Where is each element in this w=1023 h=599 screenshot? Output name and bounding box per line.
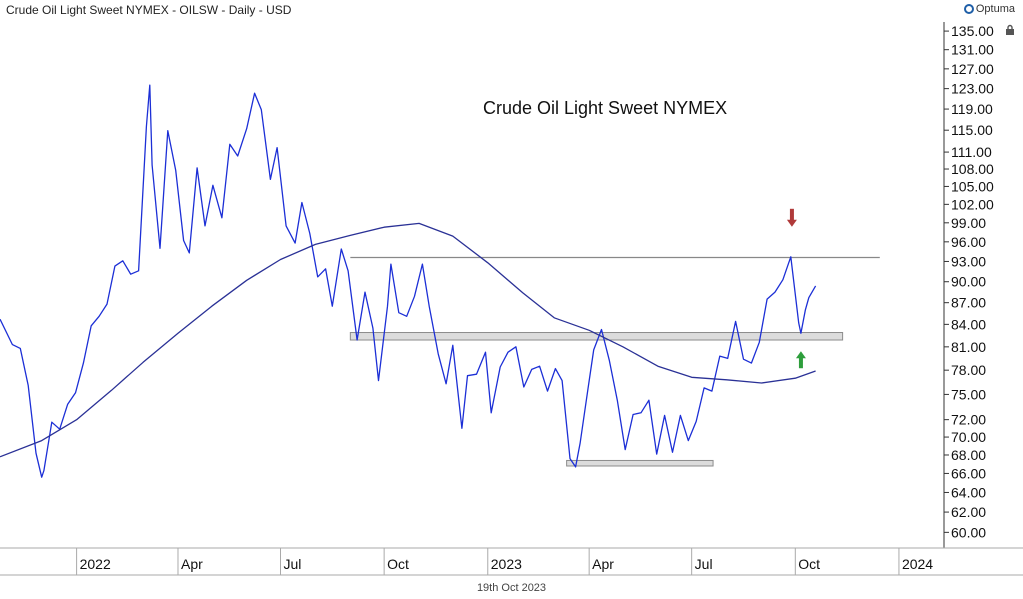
x-tick-label: 2022 <box>80 556 111 572</box>
annotation-layer <box>349 256 880 467</box>
y-tick-label: 70.00 <box>951 429 986 445</box>
up-arrow-shaft <box>798 357 803 369</box>
y-tick-label: 64.00 <box>951 484 986 500</box>
y-tick-label: 99.00 <box>951 215 986 231</box>
x-tick-label: Apr <box>592 556 614 572</box>
x-tick-label: Jul <box>695 556 713 572</box>
arrow-layer <box>786 208 806 369</box>
y-tick-label: 131.00 <box>951 42 994 58</box>
y-tick-label: 87.00 <box>951 295 986 311</box>
chart-frame <box>0 22 1023 576</box>
y-tick-label: 75.00 <box>951 386 986 402</box>
up-arrow-head <box>795 351 806 359</box>
up-arrow-icon <box>795 351 806 369</box>
footer-date: 19th Oct 2023 <box>476 582 547 594</box>
moving-average-line <box>0 222 816 458</box>
y-tick-label: 68.00 <box>951 447 986 463</box>
y-tick-label: 72.00 <box>951 412 986 428</box>
down-arrow-icon <box>786 208 797 227</box>
y-tick-label: 119.00 <box>951 101 993 117</box>
y-tick-label: 78.00 <box>951 362 986 378</box>
chart-header-title: Crude Oil Light Sweet NYMEX - OILSW - Da… <box>6 3 292 17</box>
y-tick-label: 93.00 <box>951 253 986 269</box>
price-series-line <box>0 84 817 478</box>
y-tick-label: 135.00 <box>951 23 994 39</box>
y-tick-label: 127.00 <box>951 61 994 77</box>
optuma-logo-text: Optuma <box>975 3 1015 15</box>
y-tick-label: 108.00 <box>951 161 994 177</box>
x-tick-label: 2023 <box>491 556 522 572</box>
x-axis: 2022 Apr Jul Oct 2023 Apr Jul Oct 2024 <box>76 548 933 575</box>
y-tick-label: 102.00 <box>951 196 994 212</box>
down-arrow-head <box>786 219 797 227</box>
x-tick-label: Apr <box>181 556 203 572</box>
x-tick-label: 2024 <box>902 556 933 572</box>
support-band-upper <box>349 332 844 341</box>
y-tick-label: 111.00 <box>951 144 992 160</box>
down-arrow-shaft <box>789 208 794 221</box>
y-tick-label: 66.00 <box>951 465 986 481</box>
x-tick-label: Jul <box>283 556 301 572</box>
y-tick-label: 62.00 <box>951 504 986 520</box>
lock-icon[interactable] <box>1005 24 1015 36</box>
y-tick-label: 90.00 <box>951 274 986 290</box>
optuma-logo-icon <box>963 4 974 14</box>
optuma-logo: Optuma <box>963 3 1015 15</box>
y-tick-label: 96.00 <box>951 234 986 250</box>
chart-title: Crude Oil Light Sweet NYMEX <box>483 98 728 118</box>
y-tick-label: 81.00 <box>951 339 986 355</box>
y-tick-label: 115.00 <box>951 122 993 138</box>
series-layer <box>0 84 817 478</box>
y-tick-label: 60.00 <box>951 524 986 540</box>
x-tick-label: Oct <box>387 556 409 572</box>
y-tick-label: 105.00 <box>951 178 994 194</box>
y-tick-label: 123.00 <box>951 81 994 97</box>
x-tick-label: Oct <box>798 556 820 572</box>
support-band-lower <box>566 459 714 467</box>
y-tick-label: 84.00 <box>951 316 986 332</box>
